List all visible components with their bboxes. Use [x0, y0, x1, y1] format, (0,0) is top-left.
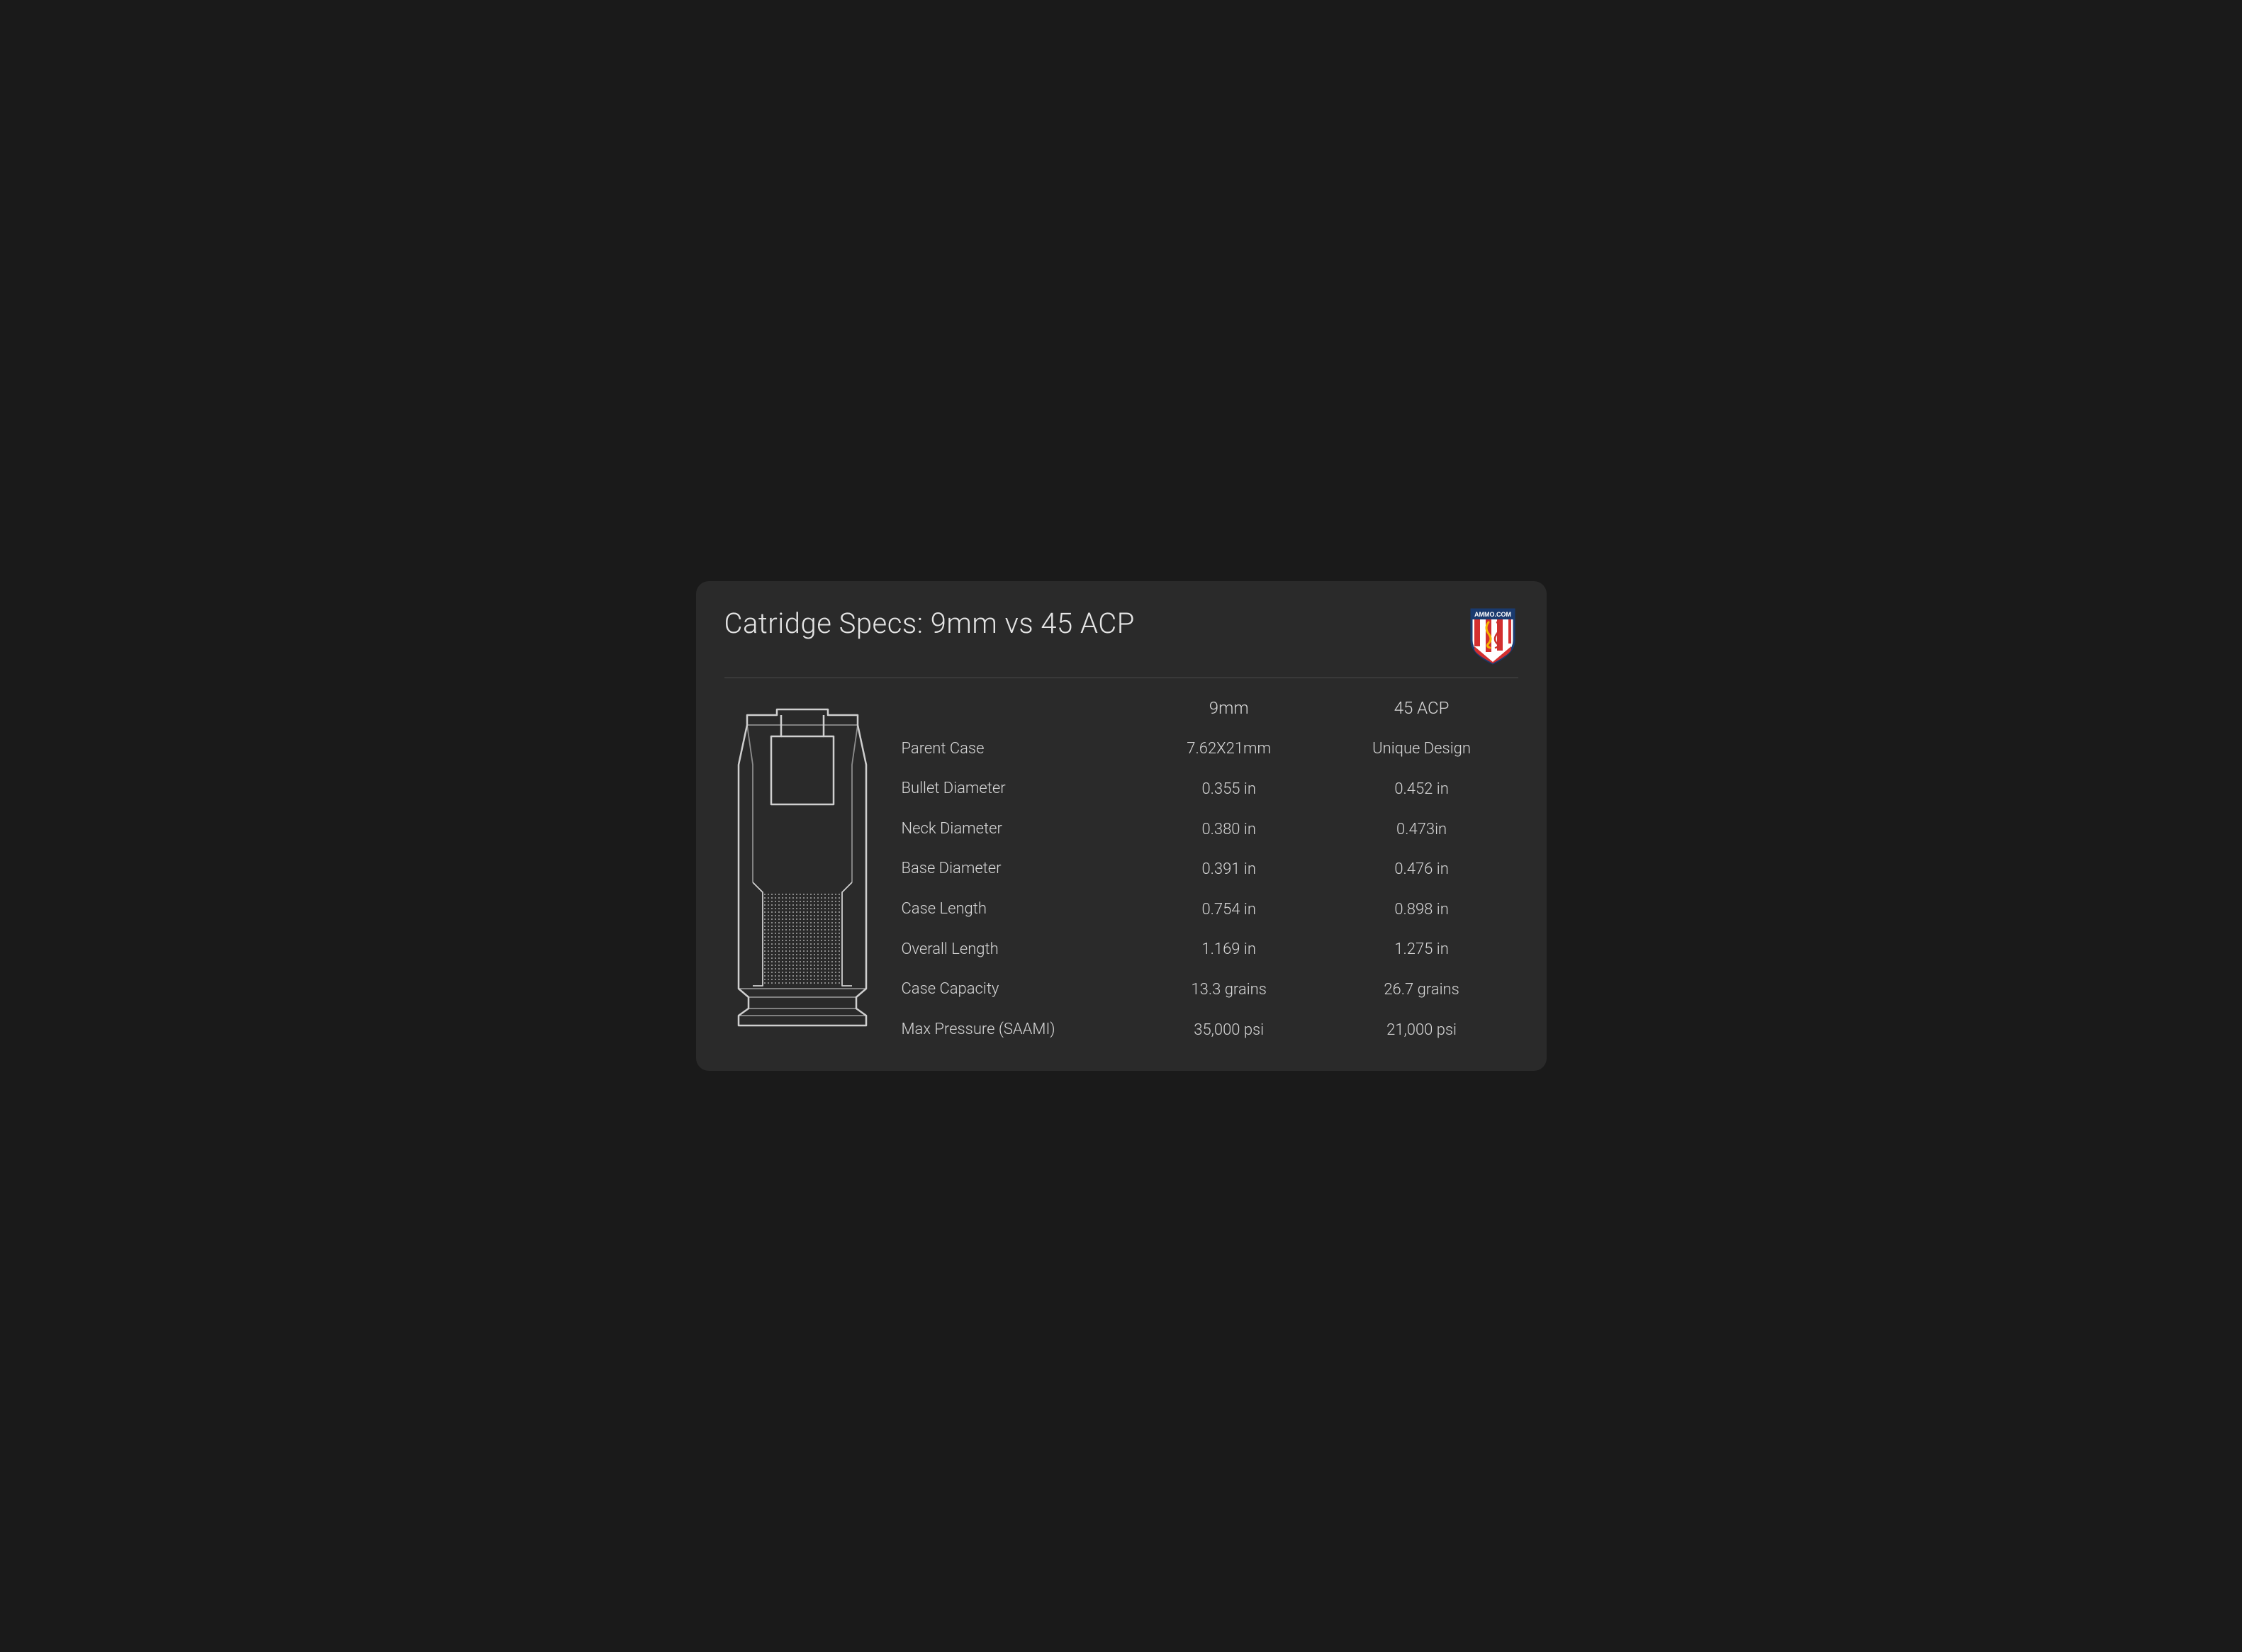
table-row: Neck Diameter0.380 in0.473in — [902, 819, 1518, 840]
header: Catridge Specs: 9mm vs 45 ACP AMMO.COM ★ — [724, 607, 1518, 665]
table-row: Base Diameter0.391 in0.476 in — [902, 859, 1518, 880]
row-label: Base Diameter — [902, 859, 1133, 880]
svg-text:AMMO.COM: AMMO.COM — [1474, 611, 1511, 618]
table-row: Parent Case7.62X21mmUnique Design — [902, 739, 1518, 760]
table-row: Bullet Diameter0.355 in0.452 in — [902, 779, 1518, 799]
row-label: Case Length — [902, 899, 1133, 920]
cartridge-diagram — [724, 705, 880, 1040]
cell-45acp: 26.7 grains — [1325, 981, 1518, 999]
table-row: Case Capacity13.3 grains26.7 grains — [902, 979, 1518, 1000]
cell-9mm: 1.169 in — [1133, 940, 1325, 958]
cell-45acp: 0.452 in — [1325, 780, 1518, 798]
cell-45acp: 1.275 in — [1325, 940, 1518, 958]
cell-9mm: 35,000 psi — [1133, 1021, 1325, 1039]
row-label: Max Pressure (SAAMI) — [902, 1020, 1133, 1040]
column-header-45acp: 45 ACP — [1325, 698, 1518, 718]
cell-9mm: 13.3 grains — [1133, 981, 1325, 999]
page-title: Catridge Specs: 9mm vs 45 ACP — [724, 607, 1135, 640]
cell-9mm: 0.754 in — [1133, 901, 1325, 918]
cell-45acp: 0.473in — [1325, 821, 1518, 838]
cell-9mm: 0.355 in — [1133, 780, 1325, 798]
row-label: Case Capacity — [902, 979, 1133, 1000]
row-label: Neck Diameter — [902, 819, 1133, 840]
table-row: Case Length0.754 in0.898 in — [902, 899, 1518, 920]
row-label: Overall Length — [902, 940, 1133, 960]
row-label: Parent Case — [902, 739, 1133, 760]
shield-logo-icon: AMMO.COM ★ — [1467, 607, 1518, 665]
cell-9mm: 0.380 in — [1133, 821, 1325, 838]
svg-text:★: ★ — [1489, 650, 1496, 660]
column-header-9mm: 9mm — [1133, 698, 1325, 718]
cell-9mm: 7.62X21mm — [1133, 740, 1325, 758]
content-area: 9mm 45 ACP Parent Case7.62X21mmUnique De… — [724, 698, 1518, 1040]
cell-9mm: 0.391 in — [1133, 860, 1325, 878]
cell-45acp: 0.898 in — [1325, 901, 1518, 918]
table-row: Overall Length1.169 in1.275 in — [902, 940, 1518, 960]
table-header-row: 9mm 45 ACP — [902, 698, 1518, 718]
cell-45acp: 0.476 in — [1325, 860, 1518, 878]
row-label: Bullet Diameter — [902, 779, 1133, 799]
cell-45acp: Unique Design — [1325, 740, 1518, 758]
specs-table: 9mm 45 ACP Parent Case7.62X21mmUnique De… — [902, 698, 1518, 1040]
cartridge-icon — [724, 705, 880, 1031]
spec-card: Catridge Specs: 9mm vs 45 ACP AMMO.COM ★ — [696, 581, 1547, 1072]
table-row: Max Pressure (SAAMI)35,000 psi21,000 psi — [902, 1020, 1518, 1040]
ammo-logo: AMMO.COM ★ — [1467, 607, 1518, 665]
cell-45acp: 21,000 psi — [1325, 1021, 1518, 1039]
